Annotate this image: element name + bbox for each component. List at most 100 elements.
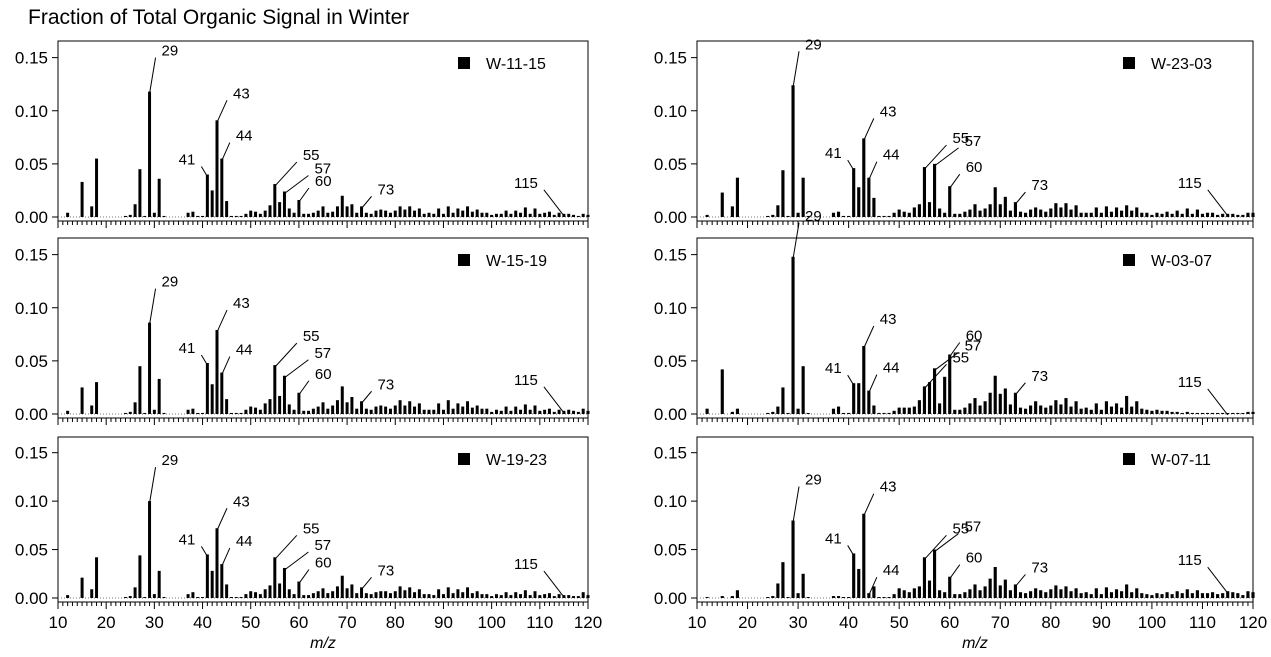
peak-label-73: 73 (378, 562, 395, 579)
bar-mz-75 (1023, 212, 1028, 217)
bar-mz-99 (485, 594, 489, 598)
bar-mz-114 (557, 212, 561, 217)
bar-mz-28 (786, 215, 790, 217)
bar-mz-44 (867, 390, 871, 414)
bar-mz-55 (922, 557, 927, 598)
peak-label-73: 73 (378, 376, 395, 393)
bar-mz-118 (576, 411, 580, 414)
peak-leader-41 (847, 374, 855, 386)
bar-mz-94 (1120, 591, 1124, 598)
peak-leader-57 (284, 175, 309, 194)
bar-mz-52 (258, 213, 262, 217)
y-tick-label: 0.10 (654, 102, 687, 121)
bar-mz-98 (480, 212, 484, 217)
bar-mz-39 (196, 215, 200, 217)
bar-mz-32 (162, 412, 166, 414)
bar-mz-76 (1029, 591, 1033, 598)
bar-mz-47 (234, 215, 238, 217)
bar-mz-100 (1150, 410, 1154, 414)
y-tick-label: 0.00 (15, 405, 48, 424)
bar-mz-57 (282, 375, 286, 414)
bar-mz-26 (133, 204, 137, 217)
bar-mz-58 (938, 208, 942, 217)
bar-mz-81 (398, 586, 402, 598)
bar-mz-25 (771, 214, 775, 217)
bar-mz-111 (1205, 593, 1210, 598)
x-tick-label: 80 (386, 613, 405, 632)
bar-mz-111 (1205, 212, 1210, 217)
peak-leader-115 (1207, 189, 1229, 217)
bar-mz-82 (403, 405, 407, 414)
bar-mz-61 (953, 409, 957, 414)
bar-mz-73 (360, 401, 364, 414)
bar-mz-29 (791, 256, 795, 414)
bar-mz-53 (263, 589, 267, 598)
bar-mz-26 (133, 587, 137, 598)
bar-mz-56 (278, 583, 282, 598)
bar-mz-100 (490, 411, 494, 414)
bar-mz-110 (1200, 593, 1205, 598)
bar-mz-100 (490, 214, 494, 217)
bar-mz-101 (494, 594, 498, 598)
bar-mz-76 (374, 210, 378, 217)
bar-mz-105 (1175, 411, 1179, 414)
bar-mz-110 (1200, 412, 1205, 414)
bar-mz-66 (326, 593, 330, 598)
bar-mz-38 (836, 406, 841, 414)
bar-mz-74 (364, 593, 368, 598)
peak-label-29: 29 (162, 43, 179, 60)
bar-mz-85 (417, 208, 421, 217)
peak-leader-44 (221, 356, 231, 375)
bar-mz-86 (1079, 593, 1083, 598)
bar-mz-118 (1241, 412, 1245, 414)
bar-mz-79 (1044, 407, 1048, 414)
bar-mz-31 (801, 177, 805, 217)
bar-mz-50 (897, 588, 901, 598)
bar-mz-74 (1018, 211, 1023, 217)
bar-mz-98 (480, 594, 484, 598)
bar-mz-81 (398, 206, 402, 217)
bar-mz-71 (350, 204, 354, 217)
bar-mz-17 (730, 206, 734, 217)
bar-mz-70 (998, 204, 1002, 217)
bar-mz-31 (801, 366, 805, 414)
x-tick-label: 20 (97, 613, 116, 632)
bar-mz-15 (80, 577, 84, 598)
bar-mz-68 (988, 392, 992, 414)
bar-mz-99 (485, 408, 489, 414)
bar-mz-43 (862, 138, 866, 217)
bar-mz-64 (968, 589, 972, 598)
peak-leader-55 (274, 534, 298, 560)
bar-mz-75 (1023, 593, 1028, 598)
bar-mz-81 (1054, 585, 1058, 598)
bar-mz-55 (922, 167, 927, 217)
bar-mz-118 (1241, 214, 1245, 217)
bar-mz-53 (912, 588, 916, 598)
bar-mz-39 (842, 597, 846, 598)
bar-mz-47 (882, 215, 886, 217)
peak-leader-115 (1207, 388, 1229, 416)
peak-leader-43 (216, 100, 228, 123)
peak-leader-55 (924, 534, 947, 560)
bar-mz-96 (1130, 592, 1134, 598)
bar-mz-82 (1059, 207, 1063, 217)
peak-label-57: 57 (965, 519, 982, 536)
bar-mz-102 (1160, 410, 1164, 414)
bar-mz-94 (461, 592, 465, 598)
bar-mz-64 (968, 209, 972, 217)
bar-mz-103 (504, 592, 508, 598)
bar-mz-70 (998, 393, 1002, 414)
bar-mz-84 (1069, 209, 1073, 217)
bar-mz-51 (902, 211, 906, 217)
peak-label-55: 55 (303, 520, 320, 537)
bar-mz-51 (902, 590, 906, 598)
bar-mz-95 (1125, 584, 1129, 598)
bar-mz-79 (388, 408, 392, 414)
bar-mz-28 (143, 215, 147, 217)
bar-mz-85 (417, 403, 421, 414)
bar-mz-63 (963, 407, 967, 414)
bar-mz-28 (786, 597, 790, 598)
bar-mz-43 (215, 120, 219, 217)
bar-mz-56 (927, 580, 932, 598)
bar-mz-117 (572, 596, 576, 598)
